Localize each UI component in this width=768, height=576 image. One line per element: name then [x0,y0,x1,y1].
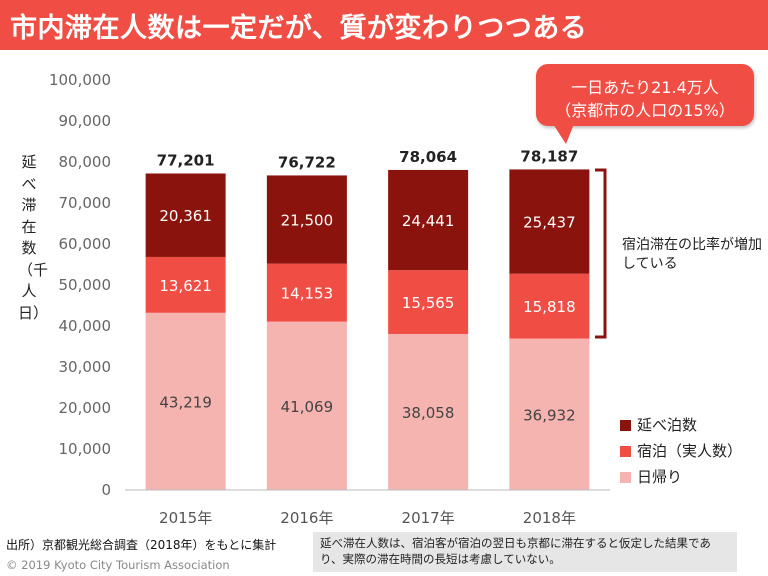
callout-line-1: 一日あたり21.4万人 [571,78,719,97]
data-label: 21,500 [281,212,334,230]
data-label: 38,058 [402,404,455,422]
bar-segment [509,169,590,274]
bar-segment [266,263,347,322]
bar-segment [388,169,469,271]
callout-line-2: （京都市の人口の15%） [555,101,735,120]
legend-swatch [620,420,631,431]
data-label: 36,932 [523,406,576,424]
total-label: 78,064 [399,148,457,166]
title-bar: 市内滞在人数は一定だが、質が変わりつつある [0,0,768,50]
x-tick-label: 2016年 [280,509,333,527]
x-axis: 2015年 2016年 2017年 2018年 [125,489,610,527]
y-tick-label: 10,000 [59,440,112,458]
bracket-annotation: 宿泊滞在の比率が増加している [622,237,762,272]
bar-segment [509,273,590,339]
data-label: 14,153 [281,285,334,303]
y-tick-label: 20,000 [59,399,112,417]
bar-segment [388,270,469,334]
y-tick-label: 60,000 [59,235,112,253]
total-label: 76,722 [278,153,336,171]
y-tick-label: 80,000 [59,153,112,171]
x-tick-label: 2018年 [523,509,576,527]
bar-segment [145,256,226,313]
x-tick-label: 2015年 [159,509,212,527]
data-label: 43,219 [159,393,212,411]
bar-segment [388,333,469,490]
bars: 43,219 13,621 20,361 77,201 41,069 14,153 21,5… [145,147,590,490]
bracket [595,168,607,339]
legend-label: 宿泊（実人数） [637,442,743,460]
page-title: 市内滞在人数は一定だが、質が変わりつつある [10,13,588,44]
bar-segment [266,321,347,490]
copyright-text: © 2019 Kyoto City Tourism Association [6,558,230,572]
data-label: 24,441 [402,212,455,230]
bar-segment [509,338,590,490]
y-axis-label: 延べ滞在数（千人日） [18,153,49,322]
y-tick-label: 90,000 [59,112,112,130]
bar-segment [266,175,347,264]
data-label: 13,621 [159,277,212,295]
legend-swatch [620,472,631,483]
y-tick-label: 30,000 [59,358,112,376]
data-label: 15,565 [402,294,455,312]
bar-segment [145,173,226,257]
y-tick-label: 40,000 [59,317,112,335]
y-tick-label: 0 [101,481,111,499]
source-text: 出所）京都観光総合調査（2018年）をもとに集計 [6,538,277,552]
y-axis: 0 10,000 20,000 30,000 40,000 50,000 60,000 70,… [49,71,111,499]
total-label: 77,201 [157,151,215,169]
x-tick-label: 2017年 [402,509,455,527]
y-tick-label: 100,000 [49,71,111,89]
bar-segment [145,312,226,490]
footnote-box: 延べ滞在人数は、宿泊客が宿泊の翌日も京都に滞在すると仮定した結果であり、実際の滞… [313,532,737,572]
y-tick-label: 50,000 [59,276,112,294]
callout-bubble: 一日あたり21.4万人 （京都市の人口の15%） [536,64,754,126]
total-label: 78,187 [520,147,578,165]
data-label: 20,361 [159,207,212,225]
callout-tail [553,124,574,144]
legend-swatch [620,446,631,457]
legend-label: 日帰り [637,468,683,486]
data-label: 25,437 [523,214,576,232]
y-tick-label: 70,000 [59,194,112,212]
legend-label: 延べ泊数 [637,416,698,434]
data-label: 41,069 [281,398,334,416]
data-label: 15,818 [523,298,576,316]
